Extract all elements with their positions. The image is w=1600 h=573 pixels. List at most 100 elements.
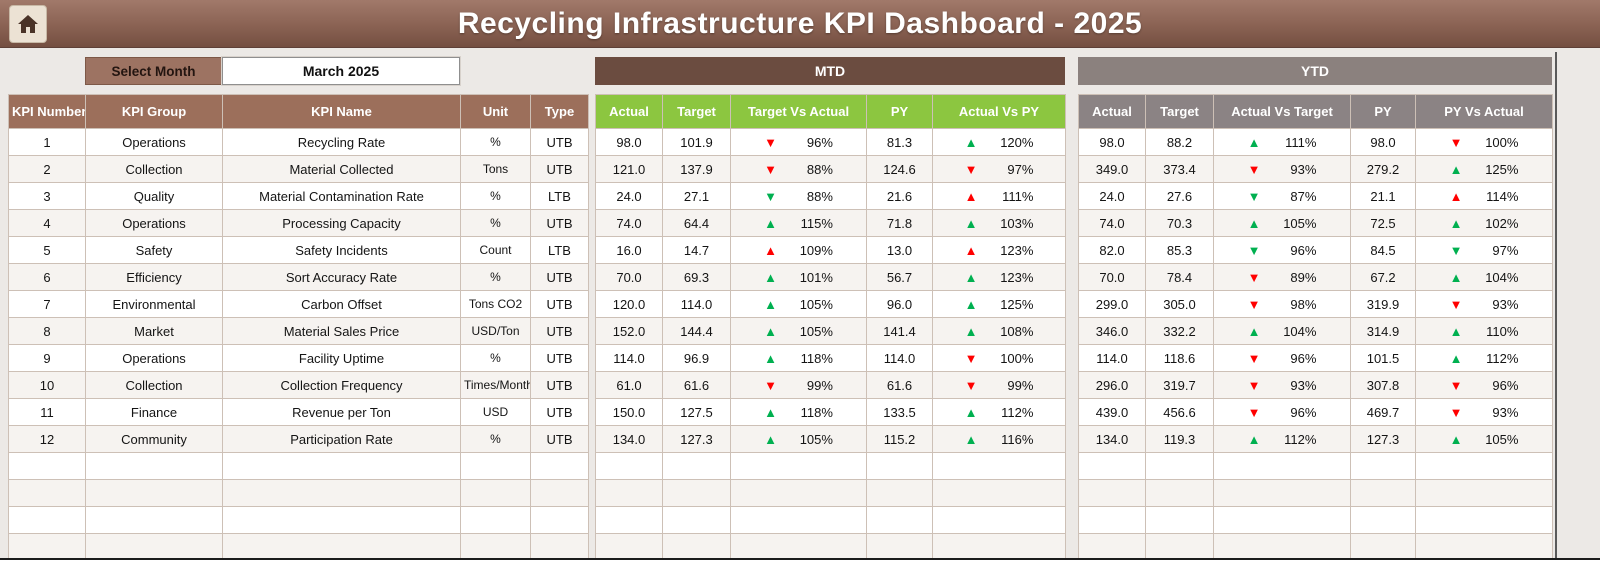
mtd-py-cell: 124.6 [866, 155, 933, 183]
empty-cell [1213, 452, 1351, 480]
home-button[interactable] [9, 5, 47, 43]
ytd-actual-cell: 299.0 [1078, 290, 1146, 318]
mtd-target-cell: 114.0 [662, 290, 731, 318]
ytd-header-row: Actual Target Actual Vs Target PY PY Vs … [1078, 94, 1553, 129]
empty-row [8, 452, 589, 480]
ytd-row: 70.0 78.4 ▼ 89% 67.2 ▲ 104% [1078, 263, 1553, 291]
mtd-row: 70.0 69.3 ▲ 101% 56.7 ▲ 123% [595, 263, 1066, 291]
trend-up-icon: ▲ [1449, 215, 1463, 231]
empty-cell [595, 506, 663, 534]
ratio-value: 123% [1000, 242, 1034, 258]
ratio-value: 89% [1290, 269, 1317, 285]
ratio-value: 93% [1492, 296, 1519, 312]
trend-up-icon: ▲ [764, 242, 777, 258]
empty-cell [1415, 479, 1553, 507]
mtd-row: 114.0 96.9 ▲ 118% 114.0 ▼ 100% [595, 344, 1066, 372]
kpi-number-cell: 9 [8, 344, 86, 372]
ratio-value: 118% [800, 350, 833, 366]
kpi-unit-cell: USD/Ton [460, 317, 531, 345]
ratio-value: 88% [806, 188, 833, 204]
empty-row [595, 506, 1066, 534]
empty-cell [1078, 533, 1146, 561]
mtd-actual-vs-py-cell: ▲ 123% [932, 236, 1066, 264]
empty-cell [1145, 506, 1214, 534]
empty-cell [222, 506, 461, 534]
empty-cell [932, 479, 1066, 507]
ytd-target-cell: 88.2 [1145, 128, 1214, 156]
trend-down-icon: ▼ [764, 377, 777, 393]
kpi-type-cell: LTB [530, 182, 589, 210]
ytd-actual-vs-target-cell: ▼ 98% [1213, 290, 1351, 318]
empty-cell [1415, 506, 1553, 534]
empty-cell [1145, 452, 1214, 480]
trend-down-icon: ▼ [764, 161, 777, 177]
trend-down-icon: ▼ [764, 188, 777, 204]
empty-row [595, 452, 1066, 480]
col-header-kpi-number: KPI Number [8, 94, 86, 129]
trend-down-icon: ▼ [1449, 134, 1463, 150]
ratio-value: 100% [1485, 134, 1519, 150]
trend-up-icon: ▲ [1247, 134, 1261, 150]
kpi-type-cell: UTB [530, 317, 589, 345]
trend-down-icon: ▼ [1247, 269, 1261, 285]
kpi-row: 12 Community Participation Rate% UTB [8, 425, 589, 453]
empty-row [1078, 452, 1553, 480]
ytd-target-cell: 70.3 [1145, 209, 1214, 237]
kpi-unit-cell: Tons CO2 [460, 290, 531, 318]
kpi-group-cell: Quality [85, 182, 223, 210]
trend-down-icon: ▼ [1449, 242, 1463, 258]
ratio-value: 112% [1284, 431, 1317, 447]
col-header-type: Type [530, 94, 589, 129]
mtd-py-cell: 13.0 [866, 236, 933, 264]
mtd-actual-vs-py-cell: ▲ 125% [932, 290, 1066, 318]
mtd-actual-vs-py-cell: ▼ 97% [932, 155, 1066, 183]
kpi-name-cell: Carbon Offset [222, 290, 461, 318]
mtd-section-header: MTD [595, 57, 1065, 85]
trend-up-icon: ▲ [1449, 323, 1463, 339]
ytd-py-vs-actual-cell: ▲ 105% [1415, 425, 1553, 453]
mtd-actual-cell: 98.0 [595, 128, 663, 156]
ratio-value: 111% [1002, 188, 1034, 204]
empty-cell [662, 506, 731, 534]
ratio-value: 125% [1000, 296, 1034, 312]
mtd-actual-cell: 121.0 [595, 155, 663, 183]
empty-row [595, 533, 1066, 561]
kpi-name-cell: Facility Uptime [222, 344, 461, 372]
ytd-actual-cell: 439.0 [1078, 398, 1146, 426]
trend-down-icon: ▼ [1449, 404, 1463, 420]
select-month-button[interactable]: Select Month [85, 57, 222, 85]
ratio-value: 103% [1000, 215, 1034, 231]
ytd-py-vs-actual-cell: ▲ 114% [1415, 182, 1553, 210]
col-header-kpi-group: KPI Group [85, 94, 223, 129]
mtd-py-cell: 114.0 [866, 344, 933, 372]
ytd-target-cell: 373.4 [1145, 155, 1214, 183]
empty-cell [8, 452, 86, 480]
selected-month-value[interactable]: March 2025 [222, 57, 460, 85]
kpi-number-cell: 3 [8, 182, 86, 210]
ytd-py-vs-actual-cell: ▲ 110% [1415, 317, 1553, 345]
empty-cell [85, 533, 223, 561]
empty-cell [1350, 479, 1416, 507]
gap [1065, 94, 1078, 561]
ratio-value: 104% [1283, 323, 1317, 339]
mtd-py-cell: 96.0 [866, 290, 933, 318]
ytd-row: 114.0 118.6 ▼ 96% 101.5 ▲ 112% [1078, 344, 1553, 372]
ytd-py-cell: 72.5 [1350, 209, 1416, 237]
empty-cell [1350, 533, 1416, 561]
ratio-value: 96% [806, 134, 833, 150]
ratio-value: 120% [1000, 134, 1034, 150]
kpi-number-cell: 5 [8, 236, 86, 264]
empty-row [8, 479, 589, 507]
ytd-py-vs-actual-cell: ▲ 112% [1415, 344, 1553, 372]
ytd-actual-cell: 349.0 [1078, 155, 1146, 183]
trend-up-icon: ▲ [964, 269, 978, 285]
empty-cell [866, 479, 933, 507]
mtd-actual-vs-py-cell: ▲ 103% [932, 209, 1066, 237]
kpi-unit-cell: % [460, 344, 531, 372]
mtd-target-cell: 27.1 [662, 182, 731, 210]
mtd-target-cell: 127.5 [662, 398, 731, 426]
empty-cell [662, 479, 731, 507]
mtd-actual-cell: 61.0 [595, 371, 663, 399]
trend-up-icon: ▲ [1449, 350, 1463, 366]
kpi-number-cell: 10 [8, 371, 86, 399]
